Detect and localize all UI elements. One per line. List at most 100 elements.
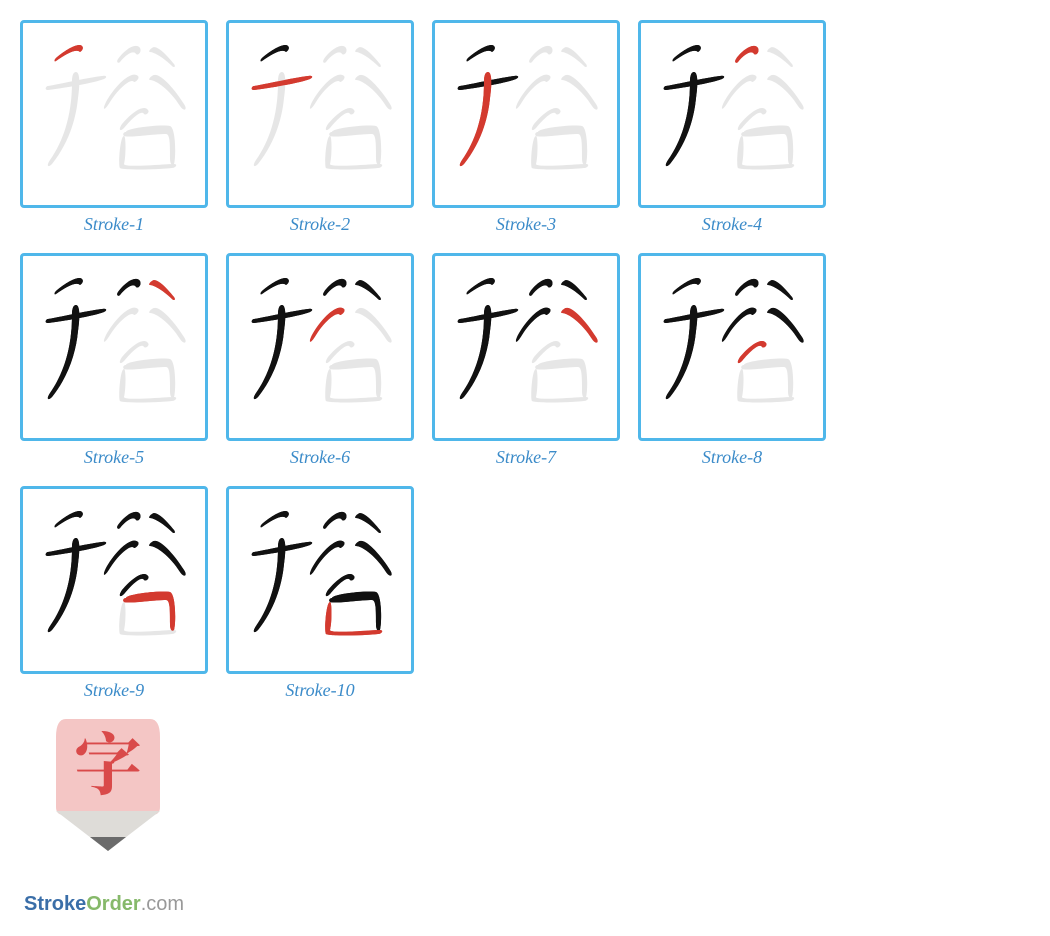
stroke-path-4: [323, 46, 346, 63]
stroke-cell-7: Stroke-7: [432, 253, 620, 468]
stroke-path-drawn-1: [673, 278, 701, 294]
stroke-svg: [436, 24, 616, 204]
stroke-frame: [20, 20, 208, 208]
footer-word-stroke: Stroke: [24, 893, 86, 916]
stroke-svg: [24, 490, 204, 670]
footer-branding: Stroke Order .com: [24, 893, 184, 916]
stroke-caption: Stroke-6: [290, 447, 350, 468]
stroke-path-drawn-1: [467, 45, 495, 61]
stroke-path-drawn-6: [104, 541, 139, 575]
stroke-path-8: [120, 108, 149, 130]
logo-pencil-tip-lead: [90, 837, 126, 851]
stroke-path-highlight: [149, 280, 175, 300]
footer-word-order: Order: [86, 893, 140, 916]
stroke-path-7: [355, 308, 391, 343]
stroke-cell-6: Stroke-6: [226, 253, 414, 468]
stroke-path-5: [149, 47, 175, 67]
stroke-path-7: [355, 75, 391, 110]
stroke-path-drawn-1: [261, 45, 289, 61]
stroke-path-9: [123, 125, 175, 164]
stroke-path-10: [325, 369, 382, 403]
stroke-svg: [230, 24, 410, 204]
stroke-path-10: [119, 136, 176, 170]
stroke-path-7: [149, 75, 185, 110]
stroke-path-drawn-7: [149, 541, 185, 576]
stroke-path-drawn-4: [117, 279, 140, 296]
stroke-svg: [230, 490, 410, 670]
stroke-cell-9: Stroke-9: [20, 486, 208, 701]
logo-column: 字 Stroke Order .com: [20, 701, 208, 916]
stroke-svg: [642, 24, 822, 204]
stroke-path-9: [535, 358, 587, 397]
stroke-path-drawn-1: [467, 278, 495, 294]
stroke-path-7: [767, 75, 803, 110]
stroke-path-8: [532, 341, 561, 363]
stroke-caption: Stroke-4: [702, 214, 762, 235]
stroke-svg: [230, 257, 410, 437]
stroke-cell-1: Stroke-1: [20, 20, 208, 235]
stroke-path-10: [737, 369, 794, 403]
logo-char-text: 字: [74, 712, 142, 809]
stroke-path-4: [117, 46, 140, 63]
stroke-path-10: [325, 136, 382, 170]
stroke-cell-10: Stroke-10: [226, 486, 414, 701]
stroke-path-drawn-1: [261, 278, 289, 294]
stroke-path-drawn-5: [355, 280, 381, 300]
stroke-svg: [436, 257, 616, 437]
stroke-path-drawn-5: [355, 513, 381, 533]
stroke-caption: Stroke-7: [496, 447, 556, 468]
stroke-caption: Stroke-2: [290, 214, 350, 235]
stroke-path-drawn-7: [767, 308, 803, 343]
stroke-caption: Stroke-8: [702, 447, 762, 468]
stroke-frame: [638, 253, 826, 441]
stroke-path-drawn-5: [767, 280, 793, 300]
stroke-path-drawn-4: [323, 512, 346, 529]
stroke-path-9: [741, 125, 793, 164]
stroke-path-highlight: [123, 591, 175, 630]
stroke-path-drawn-7: [355, 541, 391, 576]
stroke-path-5: [561, 47, 587, 67]
stroke-path-8: [120, 341, 149, 363]
footer-word-com: .com: [141, 893, 184, 916]
stroke-frame: [226, 486, 414, 674]
stroke-path-drawn-1: [261, 511, 289, 527]
stroke-cell-8: Stroke-8: [638, 253, 826, 468]
stroke-frame: [432, 20, 620, 208]
stroke-path-7: [149, 308, 185, 343]
stroke-caption: Stroke-5: [84, 447, 144, 468]
stroke-cell-4: Stroke-4: [638, 20, 826, 235]
stroke-path-9: [329, 358, 381, 397]
stroke-frame: [226, 253, 414, 441]
stroke-path-8: [326, 341, 355, 363]
stroke-frame: [20, 253, 208, 441]
stroke-path-9: [741, 358, 793, 397]
stroke-cell-3: Stroke-3: [432, 20, 620, 235]
stroke-frame: [432, 253, 620, 441]
stroke-path-10: [737, 136, 794, 170]
stroke-path-5: [767, 47, 793, 67]
stroke-frame: [20, 486, 208, 674]
stroke-path-drawn-1: [55, 278, 83, 294]
stroke-path-6: [722, 75, 757, 109]
stroke-path-highlight: [310, 308, 345, 342]
stroke-cell-5: Stroke-5: [20, 253, 208, 468]
stroke-svg: [24, 257, 204, 437]
stroke-path-6: [104, 308, 139, 342]
stroke-cell-2: Stroke-2: [226, 20, 414, 235]
stroke-path-9: [329, 125, 381, 164]
stroke-path-drawn-9: [329, 591, 381, 630]
stroke-path-drawn-4: [323, 279, 346, 296]
stroke-path-highlight: [325, 602, 382, 636]
stroke-path-drawn-6: [516, 308, 551, 342]
stroke-path-highlight: [55, 45, 83, 61]
stroke-path-drawn-4: [735, 279, 758, 296]
stroke-path-highlight: [561, 308, 597, 343]
stroke-svg: [24, 24, 204, 204]
stroke-path-4: [529, 46, 552, 63]
logo-pencil: 字: [48, 711, 168, 859]
stroke-path-drawn-4: [117, 512, 140, 529]
stroke-grid: Stroke-1 Stroke-2 Stroke-3 Stroke-4 Stroke-5…: [20, 20, 1030, 701]
stroke-path-9: [535, 125, 587, 164]
stroke-path-10: [119, 369, 176, 403]
stroke-path-10: [531, 136, 588, 170]
